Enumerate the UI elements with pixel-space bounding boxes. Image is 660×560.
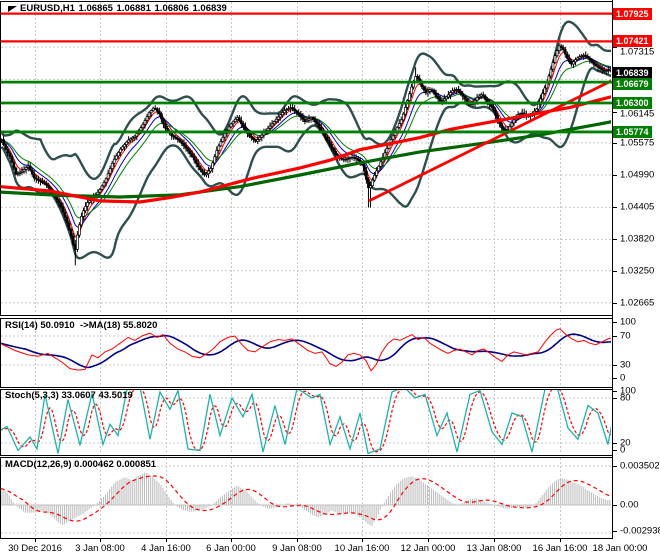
rsi-panel <box>1 328 611 372</box>
header-open: 1.06865 <box>78 3 113 14</box>
price-label: 1.05575 <box>620 137 655 149</box>
time-label: 16 Jan 16:00 <box>532 543 588 554</box>
macd-grid <box>35 458 561 537</box>
axis-tick <box>612 398 617 399</box>
macd-panel-title: MACD(12,26,9) 0.000462 0.000851 <box>5 459 157 470</box>
macd-scale-label: -0.002938 <box>620 525 660 537</box>
axis-tick <box>612 175 617 176</box>
axis-tick <box>612 336 617 337</box>
price-badge-red: 1.07421 <box>613 35 652 48</box>
time-tick <box>100 539 101 542</box>
rsi-scale-label: 0 <box>620 372 626 384</box>
axis-tick <box>612 450 617 451</box>
price-label: 1.04990 <box>620 169 655 181</box>
stochastic-scale-label: 80 <box>620 392 631 404</box>
time-tick <box>231 539 232 542</box>
axis-tick <box>612 207 617 208</box>
axis-tick <box>612 271 617 272</box>
price-label: 1.03820 <box>620 233 655 245</box>
header-symbol: EURUSD,H1 <box>20 3 75 14</box>
axis-tick <box>612 239 617 240</box>
time-tick <box>35 539 36 542</box>
time-label: 12 Jan 00:00 <box>400 543 456 554</box>
rsi-panel-title: RSI(14) 50.0910 ->MA(18) 55.8020 <box>5 320 158 331</box>
time-label: 4 Jan 16:00 <box>141 543 191 554</box>
time-tick <box>362 539 363 542</box>
price-label: 1.03250 <box>620 265 655 277</box>
time-label: 9 Jan 08:00 <box>272 543 322 554</box>
axis-tick <box>612 443 617 444</box>
time-tick <box>560 539 561 542</box>
price-badge-black: 1.06839 <box>613 67 652 80</box>
time-label: 30 Dec 2016 <box>8 543 62 554</box>
macd-scale-label: 0.003502 <box>620 460 660 472</box>
candles <box>1 43 611 266</box>
macd-scale-label: 0.00 <box>620 499 639 511</box>
rsi-scale-label: 100 <box>620 316 636 328</box>
price-label: 1.04405 <box>620 201 655 213</box>
price-badge-green: 1.06300 <box>613 97 652 109</box>
time-tick <box>494 539 495 542</box>
macd-panel <box>1 472 611 527</box>
stochastic-scale-label: 100 <box>620 385 636 397</box>
stochastic-scale-label: 20 <box>620 437 631 449</box>
time-label: 10 Jan 16:00 <box>334 543 390 554</box>
main-grid <box>35 2 561 314</box>
main-panel-border <box>0 1 613 316</box>
time-label: 18 Jan 00:00 <box>592 543 648 554</box>
header-high: 1.06881 <box>116 3 151 14</box>
time-label: 6 Jan 00:00 <box>206 543 256 554</box>
stoch-panel-title: Stoch(5,3,3) 33.0607 43.5019 <box>5 390 133 401</box>
axis-tick <box>612 505 617 506</box>
stoch-panel <box>1 390 611 454</box>
price-label: 1.02665 <box>620 297 655 309</box>
axis-tick <box>612 365 617 366</box>
time-tick <box>166 539 167 542</box>
chart-header: EURUSD,H1 1.06865 1.06881 1.06806 1.0683… <box>20 3 228 14</box>
axis-tick <box>612 466 617 467</box>
stochastic-scale-label: 0 <box>620 444 626 456</box>
price-badge-red: 1.07925 <box>613 7 652 20</box>
price-label: 1.07315 <box>620 46 655 58</box>
trendline <box>368 79 611 203</box>
time-tick <box>297 539 298 542</box>
time-tick <box>428 539 429 542</box>
price-badge-green: 1.06679 <box>613 78 652 91</box>
header-close: 1.06839 <box>192 3 227 14</box>
axis-tick <box>612 112 617 113</box>
axis-tick <box>612 322 617 323</box>
price-badge-green: 1.05774 <box>613 125 652 138</box>
rsi-scale-label: 30 <box>620 359 631 371</box>
axis-tick <box>612 531 617 532</box>
price-label: 1.06145 <box>620 108 655 120</box>
time-label: 3 Jan 08:00 <box>75 543 125 554</box>
axis-tick <box>612 303 617 304</box>
axis-tick <box>612 47 617 48</box>
symbol-marker-icon <box>8 6 17 12</box>
axis-tick <box>612 391 617 392</box>
axis-tick <box>612 378 617 379</box>
axis-tick <box>612 143 617 144</box>
rsi-scale-label: 70 <box>620 330 631 342</box>
header-low: 1.06806 <box>154 3 189 14</box>
time-label: 13 Jan 08:00 <box>466 543 522 554</box>
